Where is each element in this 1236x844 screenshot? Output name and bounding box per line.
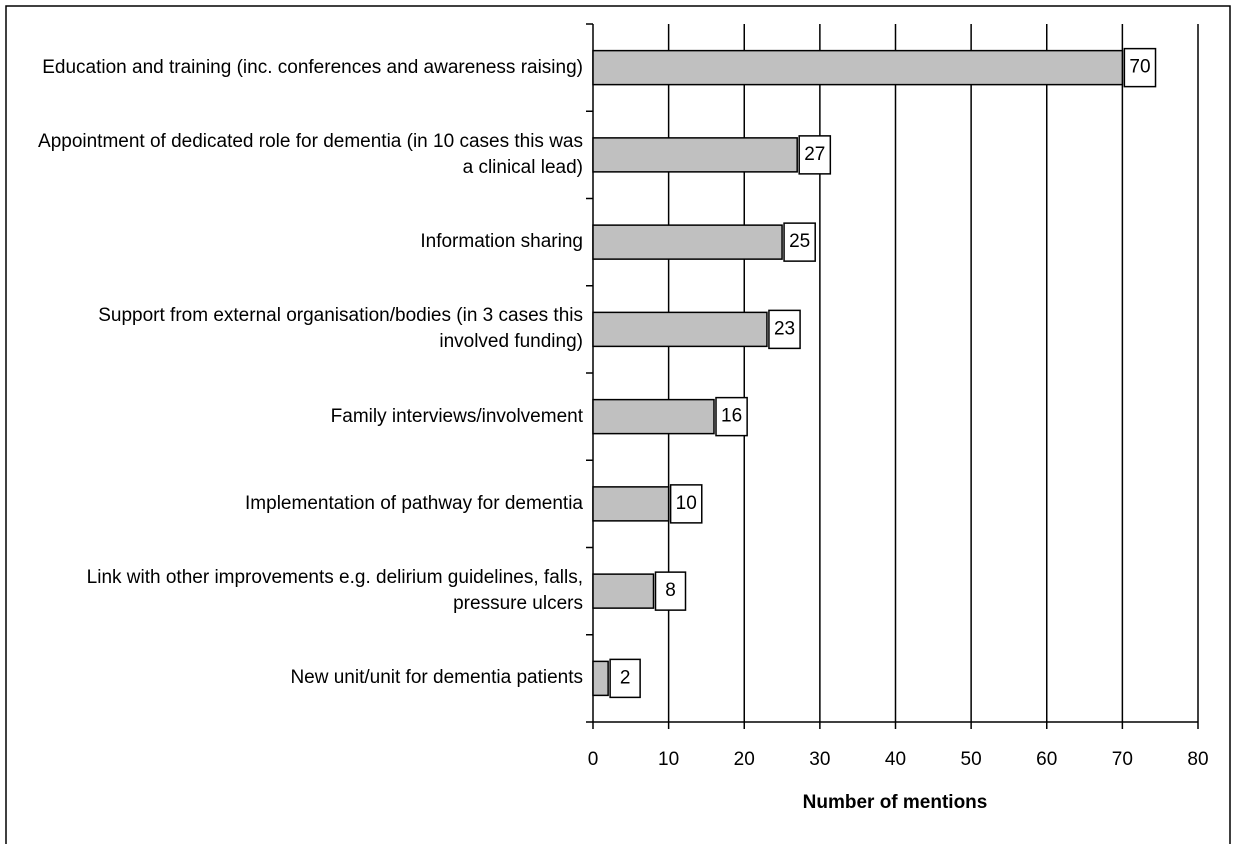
x-tick-label: 0: [588, 749, 599, 770]
data-label-box: [783, 222, 816, 262]
y-tick-label: Information sharing: [420, 231, 583, 253]
bar: [592, 224, 783, 260]
data-label: 16: [721, 406, 742, 427]
data-label: 2: [620, 667, 631, 688]
data-label: 25: [789, 231, 810, 252]
y-tick-label: New unit/unit for dementia patients: [290, 667, 583, 689]
bar: [592, 311, 768, 348]
data-label-box: [1123, 47, 1157, 88]
data-label-box: [715, 396, 748, 437]
data-label: 8: [665, 580, 676, 601]
x-tick-label: 80: [1187, 749, 1208, 770]
data-label-box: [768, 309, 801, 350]
y-tick-label: Link with other improvements e.g. deliri…: [86, 567, 583, 615]
y-tick-label: Support from external organisation/bodie…: [98, 305, 583, 353]
y-tick-label: Appointment of dedicated role for dement…: [38, 130, 583, 178]
data-label: 27: [804, 144, 825, 165]
y-tick-label: Family interviews/involvement: [330, 405, 583, 427]
bar: [592, 660, 609, 697]
data-label-box: [669, 484, 703, 524]
x-tick-label: 10: [658, 749, 679, 770]
x-tick-label: 60: [1036, 749, 1057, 770]
data-label: 70: [1129, 57, 1150, 78]
x-tick-label: 20: [734, 749, 755, 770]
data-label: 10: [676, 493, 697, 514]
x-tick-label: 50: [961, 749, 982, 770]
bar: [592, 137, 798, 173]
data-label: 23: [774, 318, 795, 339]
y-tick-label: Implementation of pathway for dementia: [245, 492, 583, 514]
frame: [5, 5, 1231, 844]
bar: [592, 573, 655, 609]
x-tick-label: 40: [885, 749, 906, 770]
bar: [592, 398, 715, 435]
y-tick-label: Education and training (inc. conferences…: [42, 56, 583, 78]
data-label-box: [798, 135, 832, 175]
data-label-box: [654, 571, 687, 611]
bar: [592, 486, 670, 522]
x-tick-label: 30: [809, 749, 830, 770]
x-axis-title: Number of mentions: [803, 792, 988, 813]
bar: [592, 49, 1124, 86]
x-tick-label: 70: [1112, 749, 1133, 770]
data-label-box: [609, 658, 641, 699]
